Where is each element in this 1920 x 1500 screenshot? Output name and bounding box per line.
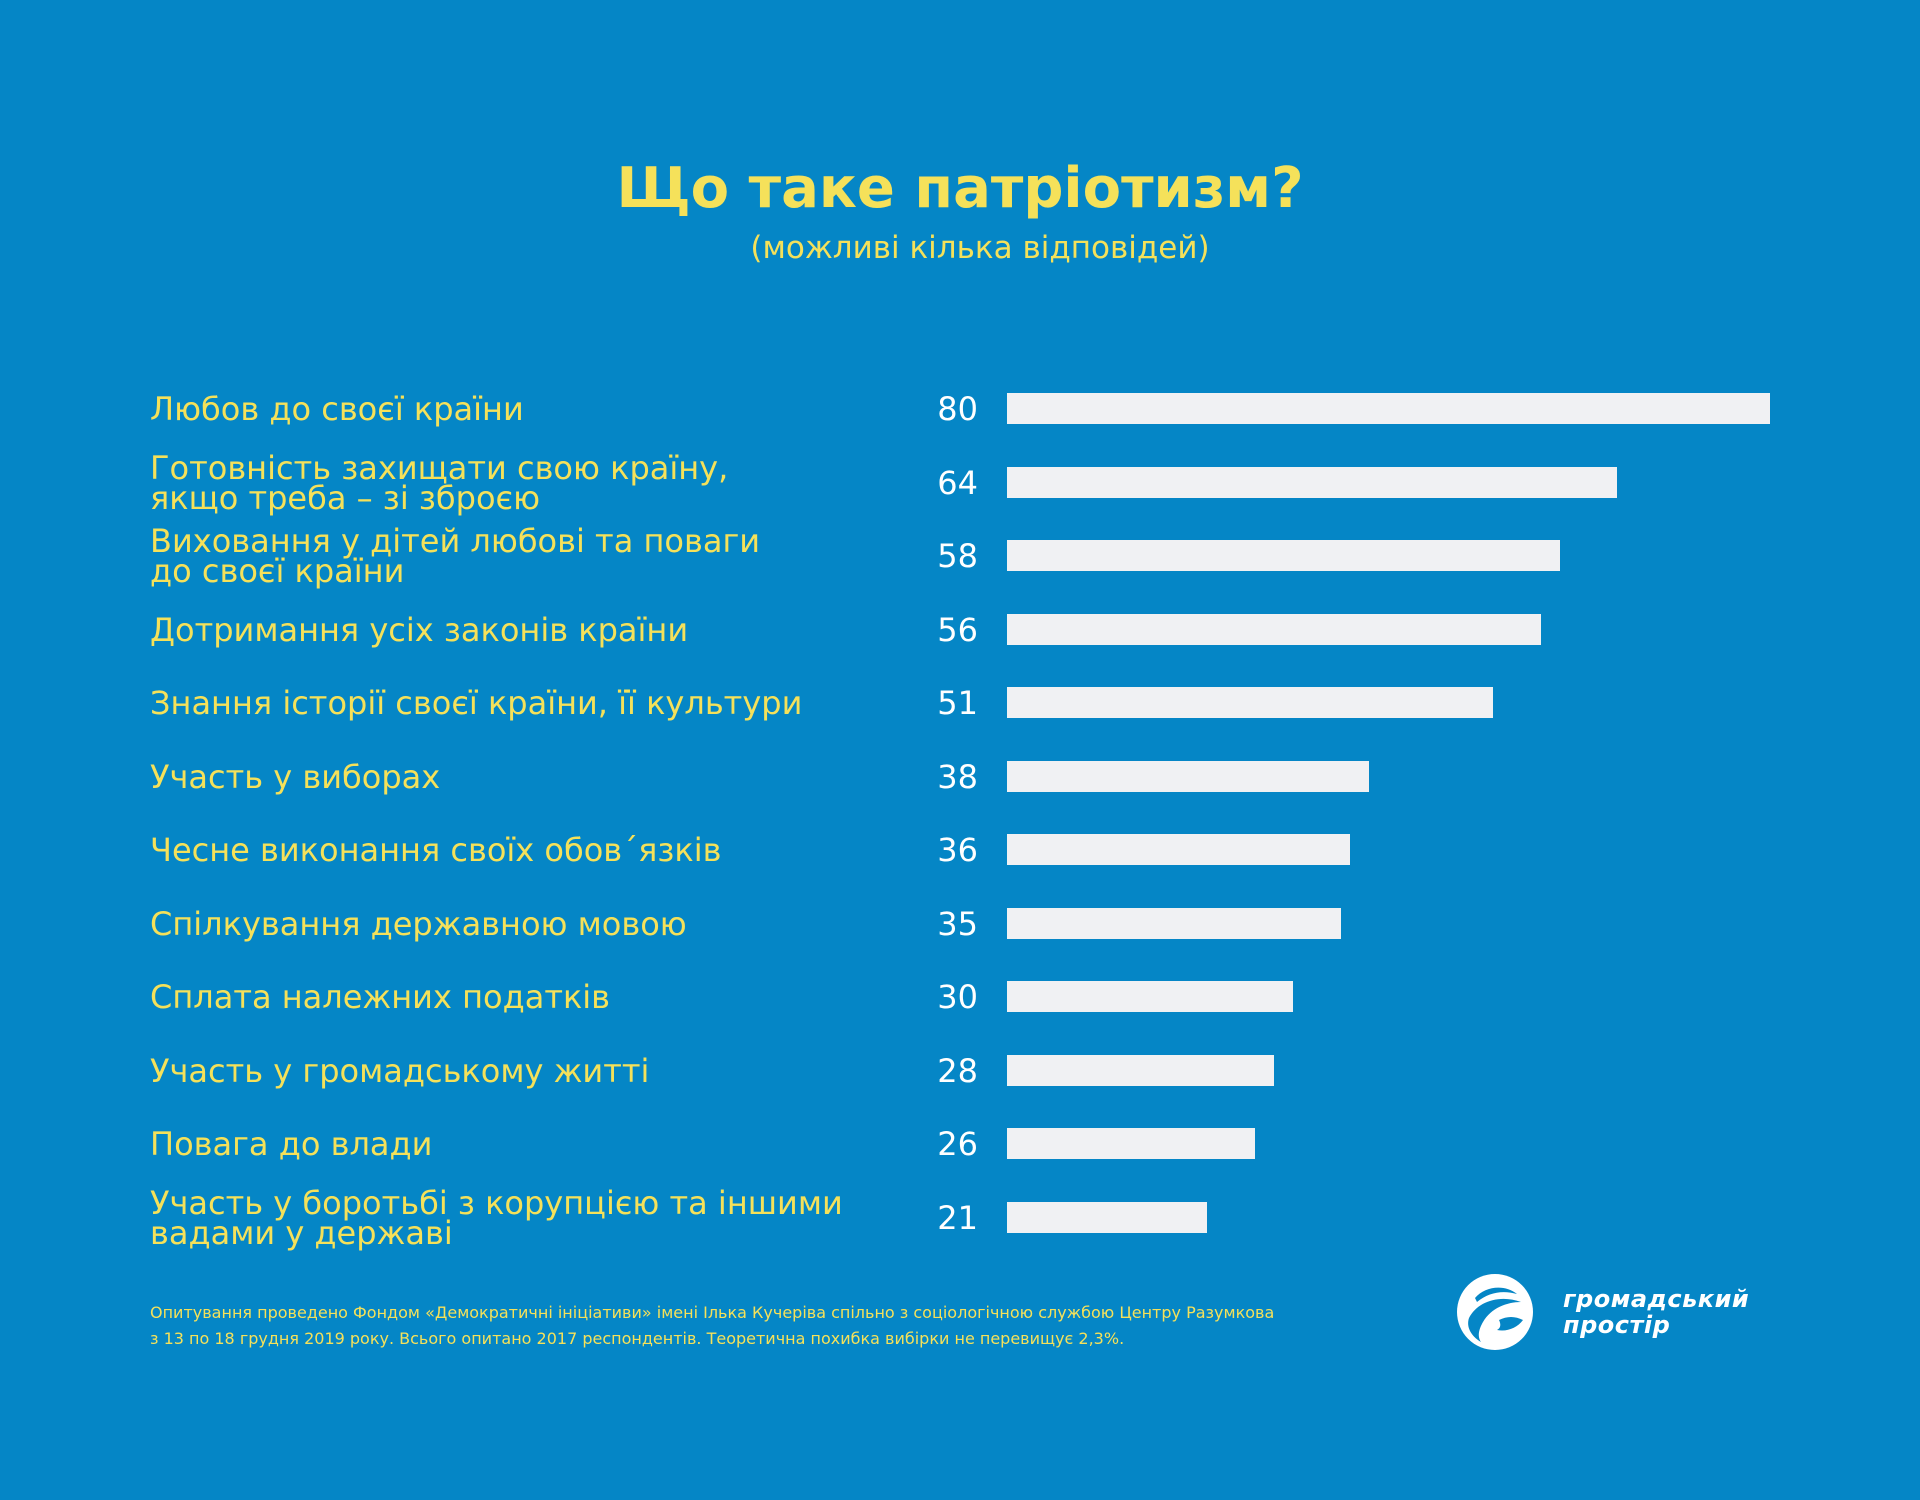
hromadskyi-prostir-logo: громадський простір bbox=[1455, 1272, 1775, 1352]
bar bbox=[1007, 687, 1494, 718]
bar bbox=[1007, 393, 1770, 424]
bar-row: Участь у громадському житті 28 bbox=[0, 1035, 1920, 1107]
category-label: Сплата належних податків bbox=[150, 978, 611, 1016]
bar-row: Любов до своєї країни 80 bbox=[0, 373, 1920, 445]
bar-row: Повага до влади 26 bbox=[0, 1108, 1920, 1180]
bar-row: Дотримання усіх законів країни 56 bbox=[0, 594, 1920, 666]
bar-row: Готовність захищати свою країну, якщо тр… bbox=[0, 447, 1920, 519]
value-label: 21 bbox=[937, 1198, 978, 1237]
bar-row: Знання історії своєї країни, її культури… bbox=[0, 667, 1920, 739]
category-label: Участь у громадському житті bbox=[150, 1051, 650, 1090]
logo-text-line-2: простір bbox=[1563, 1311, 1671, 1339]
category-label: Любов до своєї країни bbox=[150, 390, 524, 428]
logo-text-line-1: громадський bbox=[1563, 1285, 1750, 1313]
category-label: Готовність захищати свою країну, якщо тр… bbox=[150, 448, 729, 517]
bar bbox=[1007, 540, 1561, 571]
footnote-line-2: з 13 по 18 грудня 2019 року. Всього опит… bbox=[150, 1329, 1125, 1348]
bar-row: Чесне виконання своїх обов´язків 36 bbox=[0, 814, 1920, 886]
value-label: 58 bbox=[937, 537, 978, 575]
bar bbox=[1007, 834, 1351, 865]
category-label: Участь у виборах bbox=[150, 757, 441, 796]
value-label: 51 bbox=[937, 684, 978, 722]
value-label: 30 bbox=[937, 978, 978, 1016]
bar-row: Виховання у дітей любові та поваги до св… bbox=[0, 520, 1920, 592]
value-label: 80 bbox=[937, 390, 978, 428]
category-label: Повага до влади bbox=[150, 1125, 433, 1163]
value-label: 26 bbox=[937, 1125, 978, 1163]
bar bbox=[1007, 981, 1294, 1012]
bar-row: Сплата належних податків 30 bbox=[0, 961, 1920, 1033]
category-label: Участь у боротьбі з корупцією та іншими … bbox=[150, 1183, 843, 1252]
category-label: Виховання у дітей любові та поваги до св… bbox=[150, 522, 761, 590]
bar bbox=[1007, 1201, 1208, 1233]
survey-footnote: Опитування проведено Фондом «Демократичн… bbox=[150, 1300, 1350, 1352]
bar bbox=[1007, 1054, 1275, 1086]
bar bbox=[1007, 1128, 1255, 1159]
bar bbox=[1007, 907, 1341, 939]
bar bbox=[1007, 613, 1542, 645]
value-label: 35 bbox=[937, 904, 978, 943]
category-label: Чесне виконання своїх обов´язків bbox=[150, 831, 722, 869]
category-label: Спілкування державною мовою bbox=[150, 904, 687, 943]
footnote-line-1: Опитування проведено Фондом «Демократичн… bbox=[150, 1303, 1275, 1322]
logo-mark-icon bbox=[1457, 1274, 1533, 1350]
chart-title: Що таке патріотизм? bbox=[616, 156, 1304, 221]
value-label: 28 bbox=[937, 1051, 978, 1090]
category-label: Дотримання усіх законів країни bbox=[150, 610, 689, 649]
category-label: Знання історії своєї країни, її культури bbox=[150, 684, 803, 722]
value-label: 38 bbox=[937, 757, 978, 796]
value-label: 64 bbox=[937, 463, 978, 502]
bar-row: Участь у виборах 38 bbox=[0, 741, 1920, 813]
bar bbox=[1007, 466, 1618, 498]
logo-text: громадський простір bbox=[1563, 1286, 1749, 1338]
bar-row: Спілкування державною мовою 35 bbox=[0, 888, 1920, 960]
bar-row: Участь у боротьбі з корупцією та іншими … bbox=[0, 1182, 1920, 1254]
value-label: 36 bbox=[937, 831, 978, 869]
chart-subtitle: (можливі кілька відповідей) bbox=[750, 230, 1210, 266]
bar bbox=[1007, 760, 1370, 792]
value-label: 56 bbox=[937, 610, 978, 649]
